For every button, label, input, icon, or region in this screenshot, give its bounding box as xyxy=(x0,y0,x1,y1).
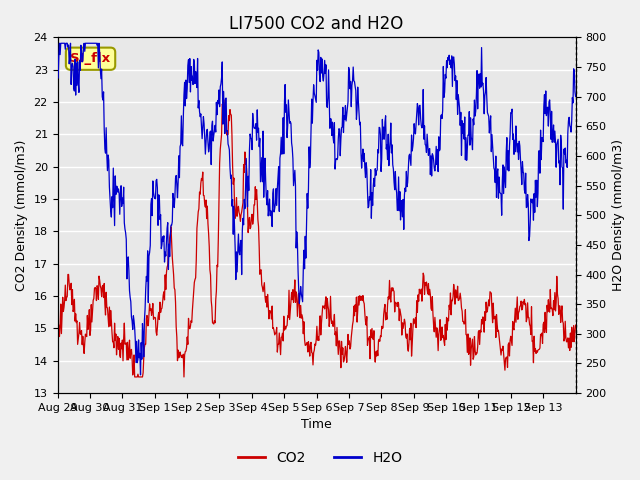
Title: LI7500 CO2 and H2O: LI7500 CO2 and H2O xyxy=(229,15,404,33)
Text: SI_flx: SI_flx xyxy=(70,52,111,65)
X-axis label: Time: Time xyxy=(301,419,332,432)
Y-axis label: H2O Density (mmol/m3): H2O Density (mmol/m3) xyxy=(612,139,625,291)
Y-axis label: CO2 Density (mmol/m3): CO2 Density (mmol/m3) xyxy=(15,140,28,291)
Legend: CO2, H2O: CO2, H2O xyxy=(232,445,408,471)
